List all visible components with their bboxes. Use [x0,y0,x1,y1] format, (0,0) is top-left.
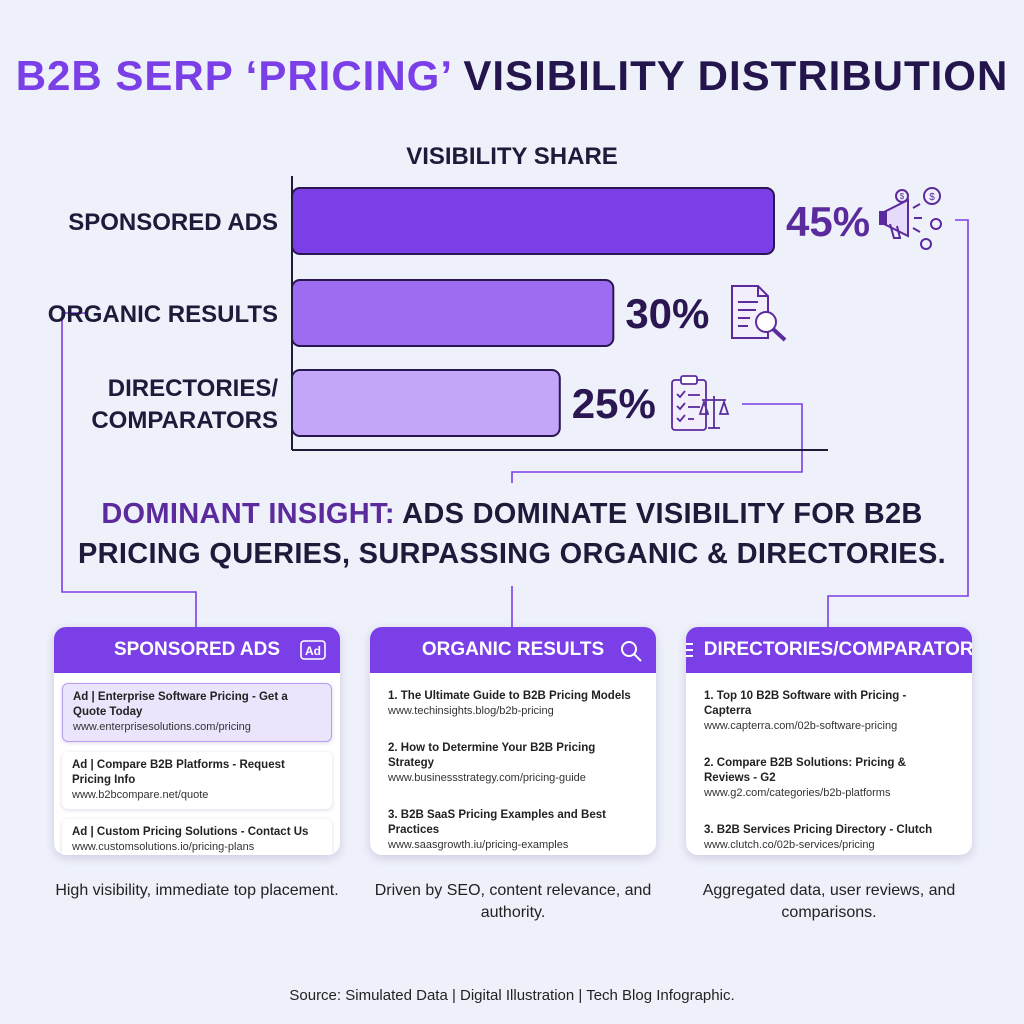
ads-caption: High visibility, immediate top placement… [55,882,339,899]
value-label: 30% [625,290,709,337]
list-icon [686,641,694,659]
result-url[interactable]: www.capterra.com/02b-software-pricing [704,720,898,732]
result-title[interactable]: Ad | Enterprise Software Pricing - Get a… [73,691,288,718]
document-search-icon [731,285,787,342]
result-title[interactable]: 2. How to Determine Your B2B Pricing Str… [388,742,596,769]
directory-result[interactable]: 3. B2B Services Pricing Directory - Clut… [694,817,964,855]
insight-body: ADS DOMINATE VISIBILITY FOR B2B PRICING … [78,498,946,570]
organic-results-card: ORGANIC RESULTS 1. The Ultimate Guide to… [370,627,656,855]
svg-text:$: $ [929,192,935,203]
connector-lines [61,219,969,627]
directory-result[interactable]: 1. Top 10 B2B Software with Pricing - Ca… [694,683,964,740]
directory-result[interactable]: 2. Compare B2B Solutions: Pricing & Revi… [694,750,964,807]
ad-badge-icon: Ad [300,640,326,666]
result-title[interactable]: 3. B2B Services Pricing Directory - Clut… [704,824,933,836]
card-header: DIRECTORIES/COMPARATORS [686,627,972,673]
search-icon [620,640,642,668]
result-url[interactable]: www.saasgrowth.iu/pricing-examples [388,839,569,851]
card-title: DIRECTORIES/COMPARATORS [703,639,972,660]
bar-2 [291,369,561,437]
organic-caption: Driven by SEO, content relevance, and au… [374,882,652,921]
result-url[interactable]: www.clutch.co/02b-services/pricing [704,839,875,851]
result-url[interactable]: www.customsolutions.io/pricing-plans [72,841,255,853]
title-main: VISIBILITY DISTRIBUTION [463,52,1009,99]
source-note: Source: Simulated Data | Digital Illustr… [289,987,735,1004]
result-title[interactable]: 1. The Ultimate Guide to B2B Pricing Mod… [388,690,631,702]
result-title[interactable]: 2. Compare B2B Solutions: Pricing & Revi… [704,757,906,784]
result-url[interactable]: www.businessstrategy.com/pricing-guide [388,772,586,784]
title-accent: B2B SERP ‘PRICING’ [15,52,451,99]
ad-result[interactable]: Ad | Custom Pricing Solutions - Contact … [62,819,332,855]
directories-caption: Aggregated data, user reviews, and compa… [702,882,956,921]
connector-ads [827,219,969,627]
category-label: SPONSORED ADS [68,209,278,236]
category-label: DIRECTORIES/COMPARATORS [91,375,278,434]
directory-results: 1. Top 10 B2B Software with Pricing - Ca… [686,673,972,855]
card-header: ORGANIC RESULTS [370,627,656,673]
result-title[interactable]: Ad | Compare B2B Platforms - Request Pri… [72,759,285,786]
page-title: B2B SERP ‘PRICING’ VISIBILITY DISTRIBUTI… [0,52,1024,100]
ads-results: Ad | Enterprise Software Pricing - Get a… [54,673,340,855]
card-header: SPONSORED ADS Ad [54,627,340,673]
value-label: 25% [572,380,656,427]
result-url[interactable]: www.b2bcompare.net/quote [72,789,209,801]
organic-result[interactable]: 1. The Ultimate Guide to B2B Pricing Mod… [378,683,648,725]
bar-1 [291,279,615,347]
ad-badge-text: Ad [305,644,321,658]
card-title: SPONSORED ADS [113,639,281,660]
organic-results: 1. The Ultimate Guide to B2B Pricing Mod… [370,673,656,855]
value-label: 45% [786,198,870,245]
bar-0 [291,187,775,255]
directories-card: DIRECTORIES/COMPARATORS 1. Top 10 B2B So… [686,627,972,855]
result-url[interactable]: www.g2.com/categories/b2b-platforms [704,787,891,799]
connector-insight [511,403,803,483]
result-url[interactable]: www.enterprisesolutions.com/pricing [73,721,251,733]
clipboard-scale-icon [671,375,730,431]
connector-organic [61,312,197,627]
result-title[interactable]: 1. Top 10 B2B Software with Pricing - Ca… [704,690,907,717]
insight-text: DOMINANT INSIGHT: ADS DOMINATE VISIBILIT… [60,494,964,574]
result-title[interactable]: Ad | Custom Pricing Solutions - Contact … [72,826,309,838]
svg-text:$: $ [900,192,905,201]
chart-title: VISIBILITY SHARE [406,143,618,170]
category-label: ORGANIC RESULTS [48,301,278,328]
bars-group: SPONSORED ADS 45% ORGANIC RESULTS 30% DIRECT… [48,187,870,437]
card-title: ORGANIC RESULTS [421,639,605,660]
megaphone-dollar-icon: $ $ [879,187,942,250]
organic-result[interactable]: 3. B2B SaaS Pricing Examples and Best Pr… [378,802,648,855]
organic-result[interactable]: 2. How to Determine Your B2B Pricing Str… [378,735,648,792]
insight-accent: DOMINANT INSIGHT: [101,498,395,530]
ad-result[interactable]: Ad | Enterprise Software Pricing - Get a… [62,683,332,742]
ad-result[interactable]: Ad | Compare B2B Platforms - Request Pri… [62,752,332,809]
sponsored-ads-card: SPONSORED ADS Ad Ad | Enterprise Softwar… [54,627,340,855]
result-title[interactable]: 3. B2B SaaS Pricing Examples and Best Pr… [388,809,606,836]
result-url[interactable]: www.techinsights.blog/b2b-pricing [388,705,554,717]
